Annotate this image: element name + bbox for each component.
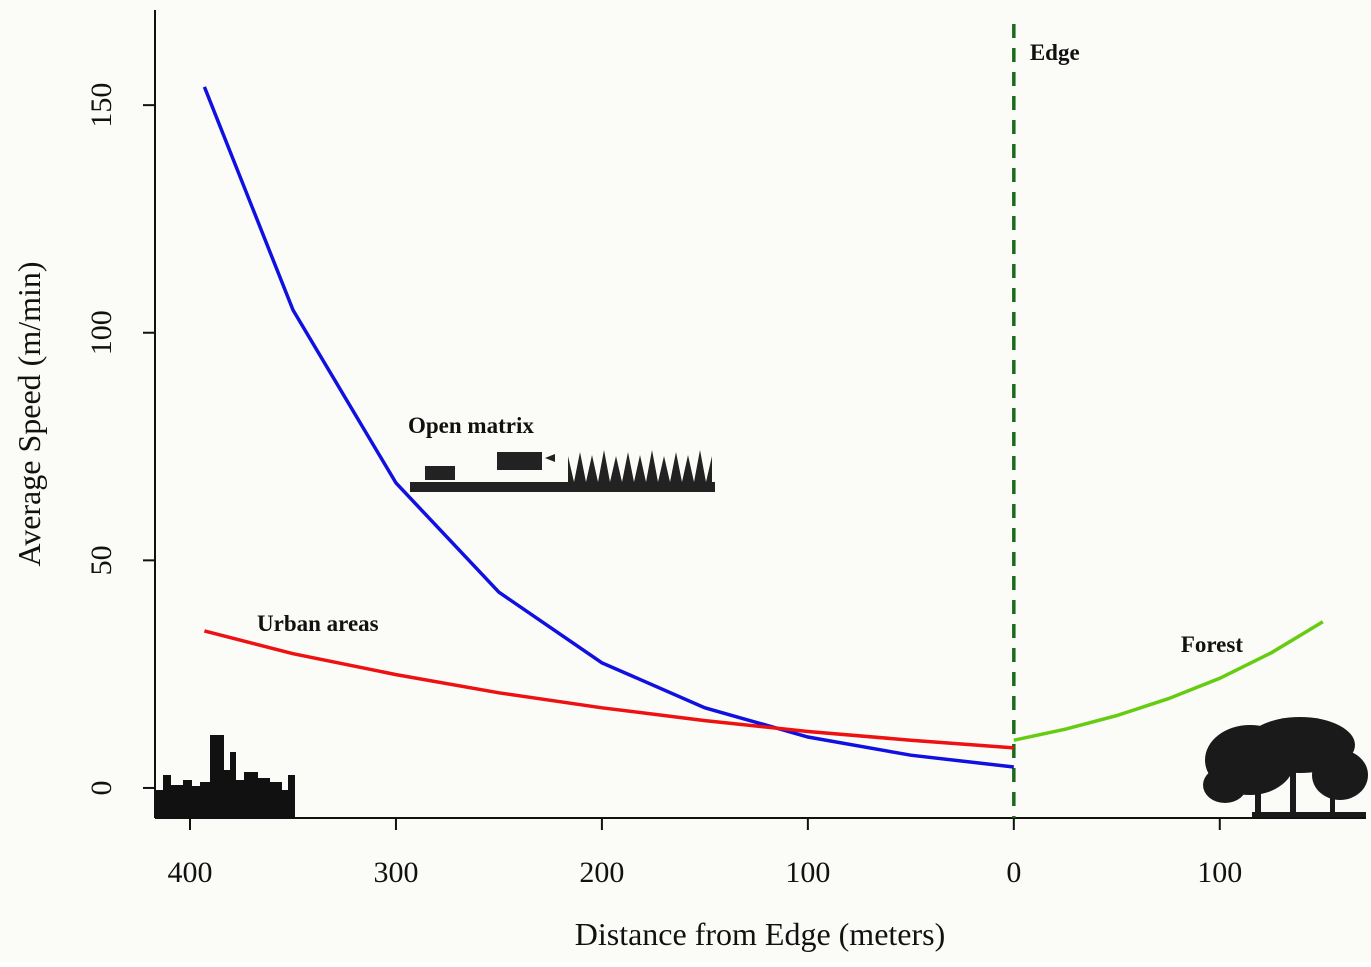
- city-silhouette: [155, 735, 295, 818]
- x-tick-label: 200: [579, 856, 624, 889]
- x-tick-label: 100: [785, 856, 830, 889]
- edge-label: Edge: [1030, 40, 1080, 65]
- x-tick-label: 300: [373, 856, 418, 889]
- series-label: Open matrix: [408, 413, 534, 438]
- pasture-silhouette: [410, 450, 715, 492]
- x-tick-label: 0: [1006, 856, 1021, 889]
- line: [202, 86, 1014, 769]
- x-tick-label: 100: [1197, 856, 1242, 889]
- x-tick-label: 400: [168, 856, 213, 889]
- tree-silhouette: [1203, 717, 1368, 818]
- y-tick-label: 100: [85, 310, 118, 355]
- line: [1013, 620, 1324, 742]
- y-tick-label: 50: [85, 545, 118, 575]
- series-label: Forest: [1181, 632, 1244, 657]
- y-tick-label: 150: [85, 83, 118, 128]
- y-tick-label: 0: [85, 780, 118, 795]
- y-axis-title: Average Speed (m/min): [11, 261, 47, 566]
- line: [203, 629, 1014, 750]
- series-label: Urban areas: [257, 611, 379, 636]
- x-axis-title: Distance from Edge (meters): [575, 916, 946, 952]
